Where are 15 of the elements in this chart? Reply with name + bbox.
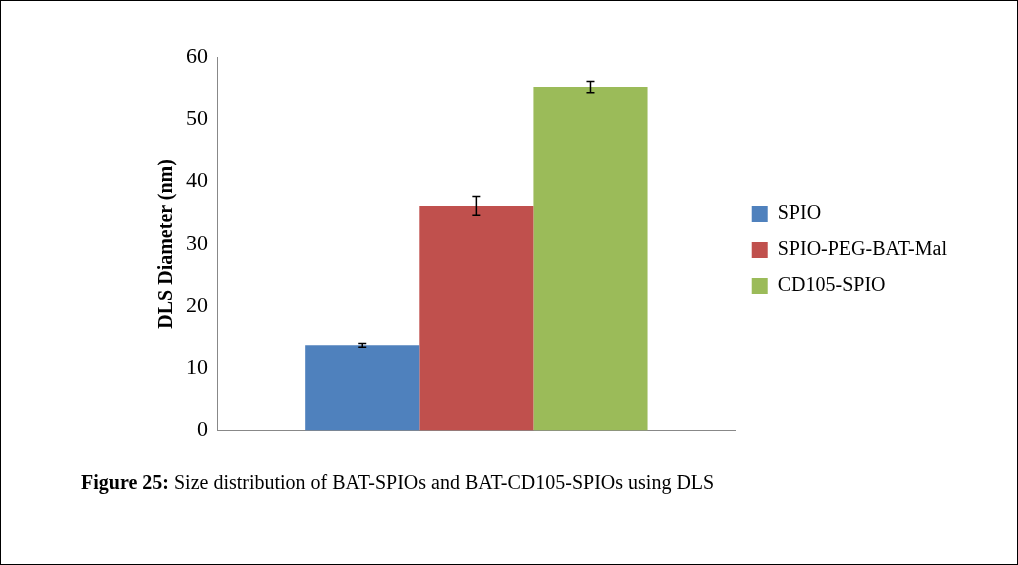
- bar: [305, 345, 420, 431]
- y-tick-label: 60: [186, 42, 208, 68]
- legend-label: SPIO-PEG-BAT-Mal: [777, 237, 948, 260]
- y-tick-label: 30: [186, 229, 208, 255]
- y-tick-label: 50: [186, 105, 208, 131]
- legend-label: SPIO: [777, 201, 822, 224]
- y-tick-label: 0: [197, 416, 208, 442]
- y-axis-title: DLS Diameter (nm): [154, 159, 178, 329]
- bar: [533, 87, 648, 431]
- y-tick-label: 40: [186, 167, 208, 193]
- bar: [419, 205, 534, 431]
- y-tick-label: 10: [186, 354, 208, 380]
- legend-label: CD105-SPIO: [777, 273, 886, 296]
- y-tick-label: 20: [186, 291, 208, 317]
- caption: Figure 25: Size distribution of BAT-SPIOs and BAT-CD105-SPIOs using DLS: [81, 471, 715, 494]
